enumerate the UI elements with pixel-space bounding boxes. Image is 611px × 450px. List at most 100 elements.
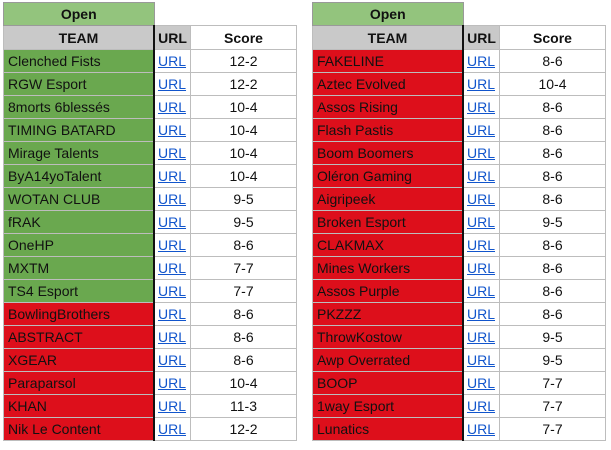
team-name-cell[interactable]: Flash Pastis bbox=[312, 118, 464, 142]
score-cell[interactable]: 8-6 bbox=[190, 348, 297, 372]
url-link[interactable]: URL bbox=[153, 187, 191, 211]
url-link[interactable]: URL bbox=[153, 118, 191, 142]
url-link[interactable]: URL bbox=[462, 233, 500, 257]
team-name-cell[interactable]: Aigripeek bbox=[312, 187, 464, 211]
score-cell[interactable]: 8-6 bbox=[190, 233, 297, 257]
score-cell[interactable]: 9-5 bbox=[190, 210, 297, 234]
url-link[interactable]: URL bbox=[153, 417, 191, 441]
team-name-cell[interactable]: TS4 Esport bbox=[3, 279, 155, 303]
url-link[interactable]: URL bbox=[153, 141, 191, 165]
team-name-cell[interactable]: Oléron Gaming bbox=[312, 164, 464, 188]
team-name-cell[interactable]: BowlingBrothers bbox=[3, 302, 155, 326]
team-name-cell[interactable]: Clenched Fists bbox=[3, 49, 155, 73]
url-link[interactable]: URL bbox=[153, 49, 191, 73]
empty-cell[interactable] bbox=[462, 2, 606, 26]
score-cell[interactable]: 7-7 bbox=[499, 371, 606, 395]
empty-cell[interactable] bbox=[153, 2, 297, 26]
score-cell[interactable]: 9-5 bbox=[499, 348, 606, 372]
url-link[interactable]: URL bbox=[153, 72, 191, 96]
score-cell[interactable]: 8-6 bbox=[499, 256, 606, 280]
team-name-cell[interactable]: ThrowKostow bbox=[312, 325, 464, 349]
score-cell[interactable]: 7-7 bbox=[190, 256, 297, 280]
url-link[interactable]: URL bbox=[462, 394, 500, 418]
url-link[interactable]: URL bbox=[153, 348, 191, 372]
team-name-cell[interactable]: Assos Rising bbox=[312, 95, 464, 119]
score-cell[interactable]: 8-6 bbox=[190, 302, 297, 326]
team-name-cell[interactable]: FAKELINE bbox=[312, 49, 464, 73]
url-link[interactable]: URL bbox=[462, 49, 500, 73]
team-name-cell[interactable]: MXTM bbox=[3, 256, 155, 280]
url-link[interactable]: URL bbox=[462, 187, 500, 211]
score-cell[interactable]: 10-4 bbox=[190, 141, 297, 165]
team-name-cell[interactable]: XGEAR bbox=[3, 348, 155, 372]
url-link[interactable]: URL bbox=[462, 371, 500, 395]
url-link[interactable]: URL bbox=[462, 95, 500, 119]
score-cell[interactable]: 7-7 bbox=[499, 394, 606, 418]
team-name-cell[interactable]: Paraparsol bbox=[3, 371, 155, 395]
score-cell[interactable]: 10-4 bbox=[190, 371, 297, 395]
team-name-cell[interactable]: BOOP bbox=[312, 371, 464, 395]
url-link[interactable]: URL bbox=[153, 210, 191, 234]
score-cell[interactable]: 10-4 bbox=[190, 164, 297, 188]
url-column-header[interactable]: URL bbox=[462, 25, 500, 50]
score-cell[interactable]: 10-4 bbox=[190, 95, 297, 119]
team-name-cell[interactable]: Broken Esport bbox=[312, 210, 464, 234]
score-column-header[interactable]: Score bbox=[499, 25, 606, 50]
url-link[interactable]: URL bbox=[462, 141, 500, 165]
score-cell[interactable]: 9-5 bbox=[499, 210, 606, 234]
team-column-header[interactable]: TEAM bbox=[312, 25, 464, 50]
url-link[interactable]: URL bbox=[462, 164, 500, 188]
team-name-cell[interactable]: PKZZZ bbox=[312, 302, 464, 326]
team-name-cell[interactable]: TIMING BATARD bbox=[3, 118, 155, 142]
team-name-cell[interactable]: Lunatics bbox=[312, 417, 464, 441]
team-name-cell[interactable]: ABSTRACT bbox=[3, 325, 155, 349]
score-cell[interactable]: 9-5 bbox=[499, 325, 606, 349]
url-column-header[interactable]: URL bbox=[153, 25, 191, 50]
url-link[interactable]: URL bbox=[153, 95, 191, 119]
url-link[interactable]: URL bbox=[462, 118, 500, 142]
url-link[interactable]: URL bbox=[462, 279, 500, 303]
url-link[interactable]: URL bbox=[462, 210, 500, 234]
url-link[interactable]: URL bbox=[153, 256, 191, 280]
team-name-cell[interactable]: Mirage Talents bbox=[3, 141, 155, 165]
score-cell[interactable]: 12-2 bbox=[190, 49, 297, 73]
url-link[interactable]: URL bbox=[153, 394, 191, 418]
score-cell[interactable]: 7-7 bbox=[499, 417, 606, 441]
score-cell[interactable]: 7-7 bbox=[190, 279, 297, 303]
score-cell[interactable]: 8-6 bbox=[499, 118, 606, 142]
url-link[interactable]: URL bbox=[462, 72, 500, 96]
score-cell[interactable]: 8-6 bbox=[499, 187, 606, 211]
url-link[interactable]: URL bbox=[153, 164, 191, 188]
score-cell[interactable]: 11-3 bbox=[190, 394, 297, 418]
team-name-cell[interactable]: Boom Boomers bbox=[312, 141, 464, 165]
score-cell[interactable]: 8-6 bbox=[190, 325, 297, 349]
team-name-cell[interactable]: 1way Esport bbox=[312, 394, 464, 418]
url-link[interactable]: URL bbox=[153, 233, 191, 257]
team-name-cell[interactable]: Assos Purple bbox=[312, 279, 464, 303]
score-cell[interactable]: 12-2 bbox=[190, 417, 297, 441]
url-link[interactable]: URL bbox=[462, 348, 500, 372]
score-cell[interactable]: 8-6 bbox=[499, 302, 606, 326]
score-cell[interactable]: 12-2 bbox=[190, 72, 297, 96]
group-title[interactable]: Open bbox=[312, 2, 464, 26]
score-cell[interactable]: 8-6 bbox=[499, 49, 606, 73]
team-column-header[interactable]: TEAM bbox=[3, 25, 155, 50]
score-cell[interactable]: 8-6 bbox=[499, 141, 606, 165]
team-name-cell[interactable]: WOTAN CLUB bbox=[3, 187, 155, 211]
team-name-cell[interactable]: OneHP bbox=[3, 233, 155, 257]
team-name-cell[interactable]: ByA14yoTalent bbox=[3, 164, 155, 188]
score-cell[interactable]: 8-6 bbox=[499, 233, 606, 257]
score-cell[interactable]: 8-6 bbox=[499, 95, 606, 119]
score-cell[interactable]: 9-5 bbox=[190, 187, 297, 211]
score-cell[interactable]: 10-4 bbox=[499, 72, 606, 96]
url-link[interactable]: URL bbox=[462, 325, 500, 349]
team-name-cell[interactable]: fRAK bbox=[3, 210, 155, 234]
score-cell[interactable]: 8-6 bbox=[499, 279, 606, 303]
score-cell[interactable]: 8-6 bbox=[499, 164, 606, 188]
score-cell[interactable]: 10-4 bbox=[190, 118, 297, 142]
team-name-cell[interactable]: CLAKMAX bbox=[312, 233, 464, 257]
url-link[interactable]: URL bbox=[462, 302, 500, 326]
url-link[interactable]: URL bbox=[153, 325, 191, 349]
url-link[interactable]: URL bbox=[153, 371, 191, 395]
group-title[interactable]: Open bbox=[3, 2, 155, 26]
